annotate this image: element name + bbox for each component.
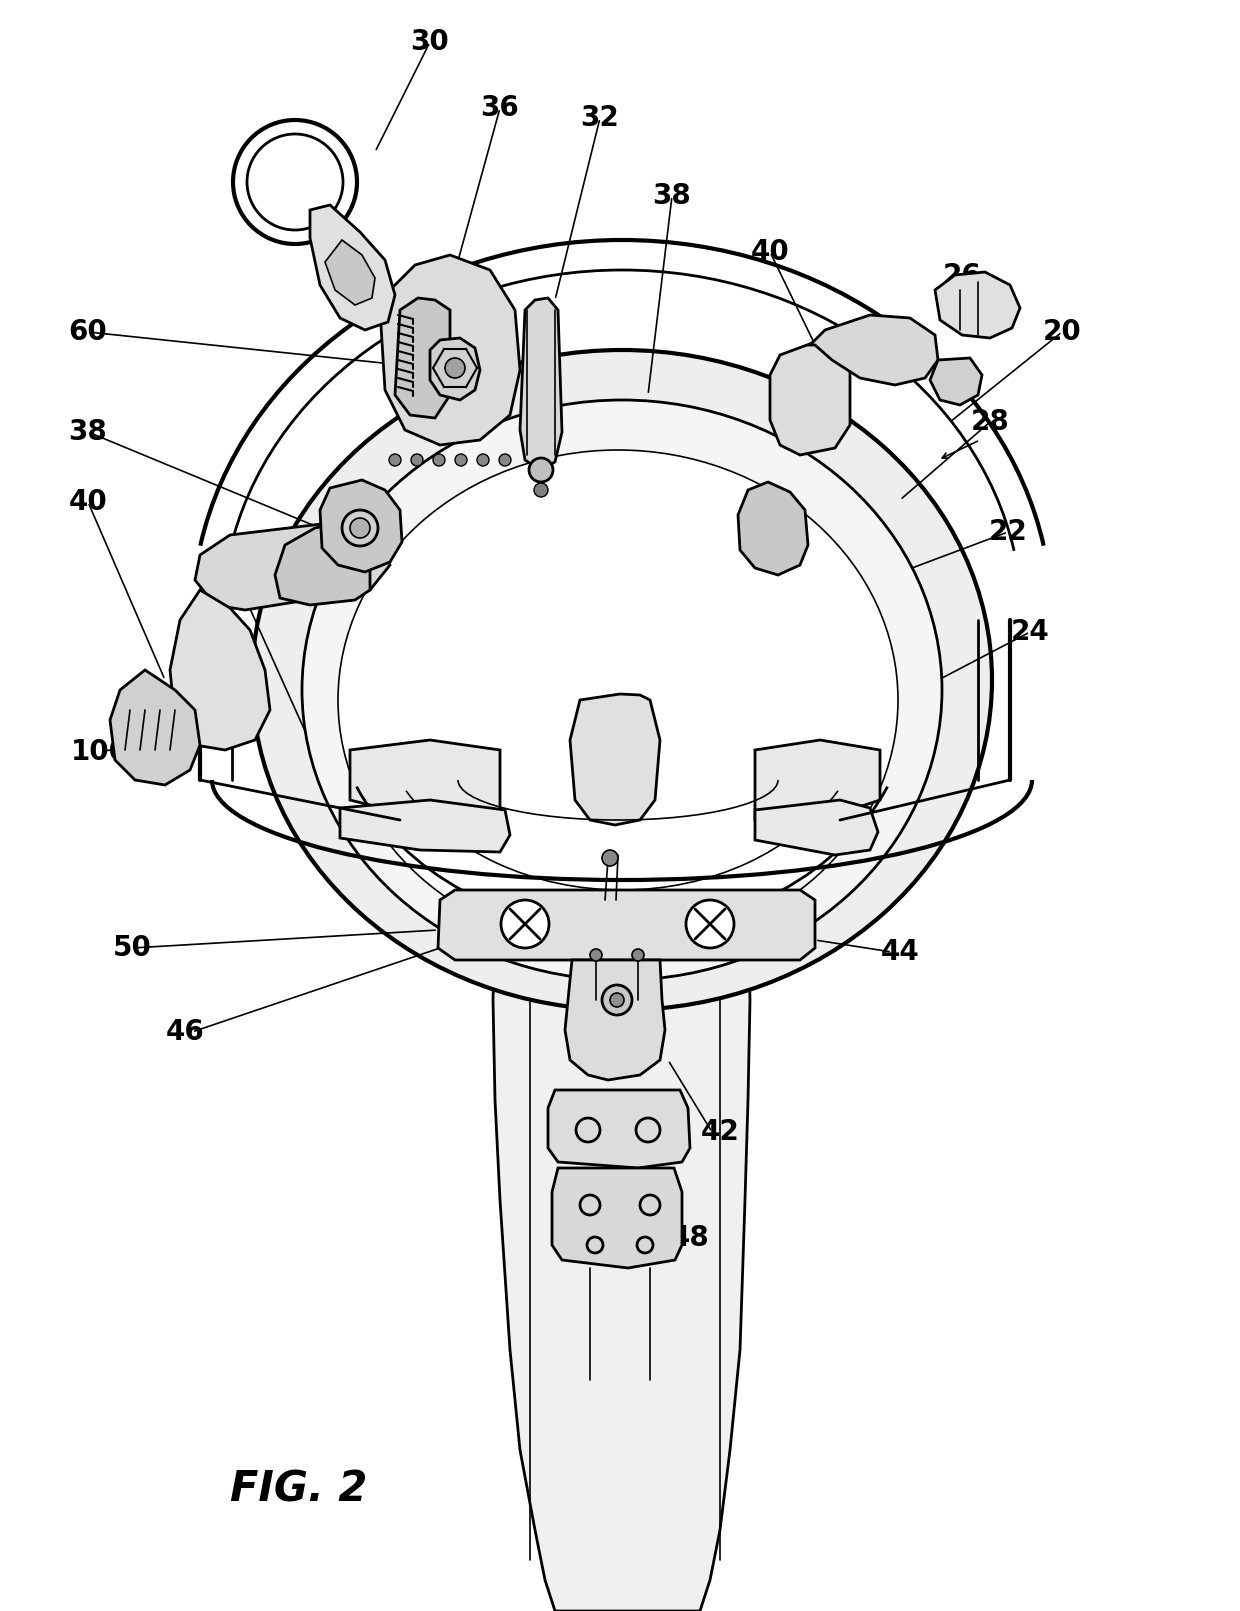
- Circle shape: [433, 454, 445, 466]
- Text: 36: 36: [481, 93, 520, 122]
- Text: 60: 60: [68, 317, 108, 346]
- Polygon shape: [570, 694, 660, 825]
- Circle shape: [534, 483, 548, 498]
- Text: 28: 28: [971, 408, 1009, 437]
- Polygon shape: [552, 1168, 682, 1268]
- Ellipse shape: [303, 400, 942, 979]
- Ellipse shape: [339, 449, 898, 950]
- Text: FIG. 2: FIG. 2: [229, 1469, 367, 1511]
- Text: 40: 40: [68, 488, 108, 516]
- Polygon shape: [325, 240, 374, 304]
- Polygon shape: [350, 739, 500, 820]
- Circle shape: [477, 454, 489, 466]
- Polygon shape: [110, 670, 200, 785]
- Circle shape: [389, 454, 401, 466]
- Polygon shape: [520, 298, 562, 470]
- Polygon shape: [770, 342, 849, 454]
- Text: 20: 20: [1043, 317, 1081, 346]
- Circle shape: [529, 458, 553, 482]
- Text: 30: 30: [410, 27, 449, 56]
- Polygon shape: [170, 590, 270, 751]
- Polygon shape: [565, 960, 665, 1079]
- Polygon shape: [275, 520, 370, 606]
- Circle shape: [410, 454, 423, 466]
- Text: 44: 44: [880, 938, 919, 967]
- Polygon shape: [810, 316, 937, 385]
- Text: 26: 26: [942, 263, 981, 290]
- Text: 38: 38: [652, 182, 692, 209]
- Polygon shape: [396, 298, 450, 417]
- Text: 48: 48: [671, 1224, 709, 1252]
- Polygon shape: [320, 480, 402, 572]
- Polygon shape: [930, 358, 982, 404]
- Circle shape: [350, 519, 370, 538]
- Polygon shape: [738, 482, 808, 575]
- Polygon shape: [494, 820, 750, 1611]
- Polygon shape: [755, 801, 878, 855]
- Circle shape: [342, 511, 378, 546]
- Text: 40: 40: [750, 238, 790, 266]
- Text: 34: 34: [206, 569, 244, 596]
- Text: 32: 32: [580, 105, 619, 132]
- Text: 46: 46: [166, 1018, 205, 1046]
- Polygon shape: [379, 255, 520, 445]
- Circle shape: [632, 949, 644, 962]
- Polygon shape: [430, 338, 480, 400]
- Text: 100: 100: [71, 738, 129, 765]
- Text: 38: 38: [68, 417, 108, 446]
- Text: 24: 24: [1011, 619, 1049, 646]
- Circle shape: [590, 949, 601, 962]
- Polygon shape: [195, 520, 391, 611]
- Polygon shape: [310, 205, 396, 330]
- Text: 50: 50: [113, 934, 151, 962]
- Circle shape: [455, 454, 467, 466]
- Polygon shape: [438, 889, 815, 960]
- Polygon shape: [548, 1091, 689, 1168]
- Circle shape: [686, 901, 734, 947]
- Polygon shape: [755, 739, 880, 820]
- Polygon shape: [340, 801, 510, 852]
- Circle shape: [498, 454, 511, 466]
- Text: 22: 22: [988, 519, 1028, 546]
- Circle shape: [610, 992, 624, 1007]
- Ellipse shape: [252, 350, 992, 1010]
- Circle shape: [501, 901, 549, 947]
- Circle shape: [601, 851, 618, 867]
- Text: 42: 42: [701, 1118, 739, 1145]
- Polygon shape: [935, 272, 1021, 338]
- Circle shape: [445, 358, 465, 379]
- Circle shape: [601, 984, 632, 1015]
